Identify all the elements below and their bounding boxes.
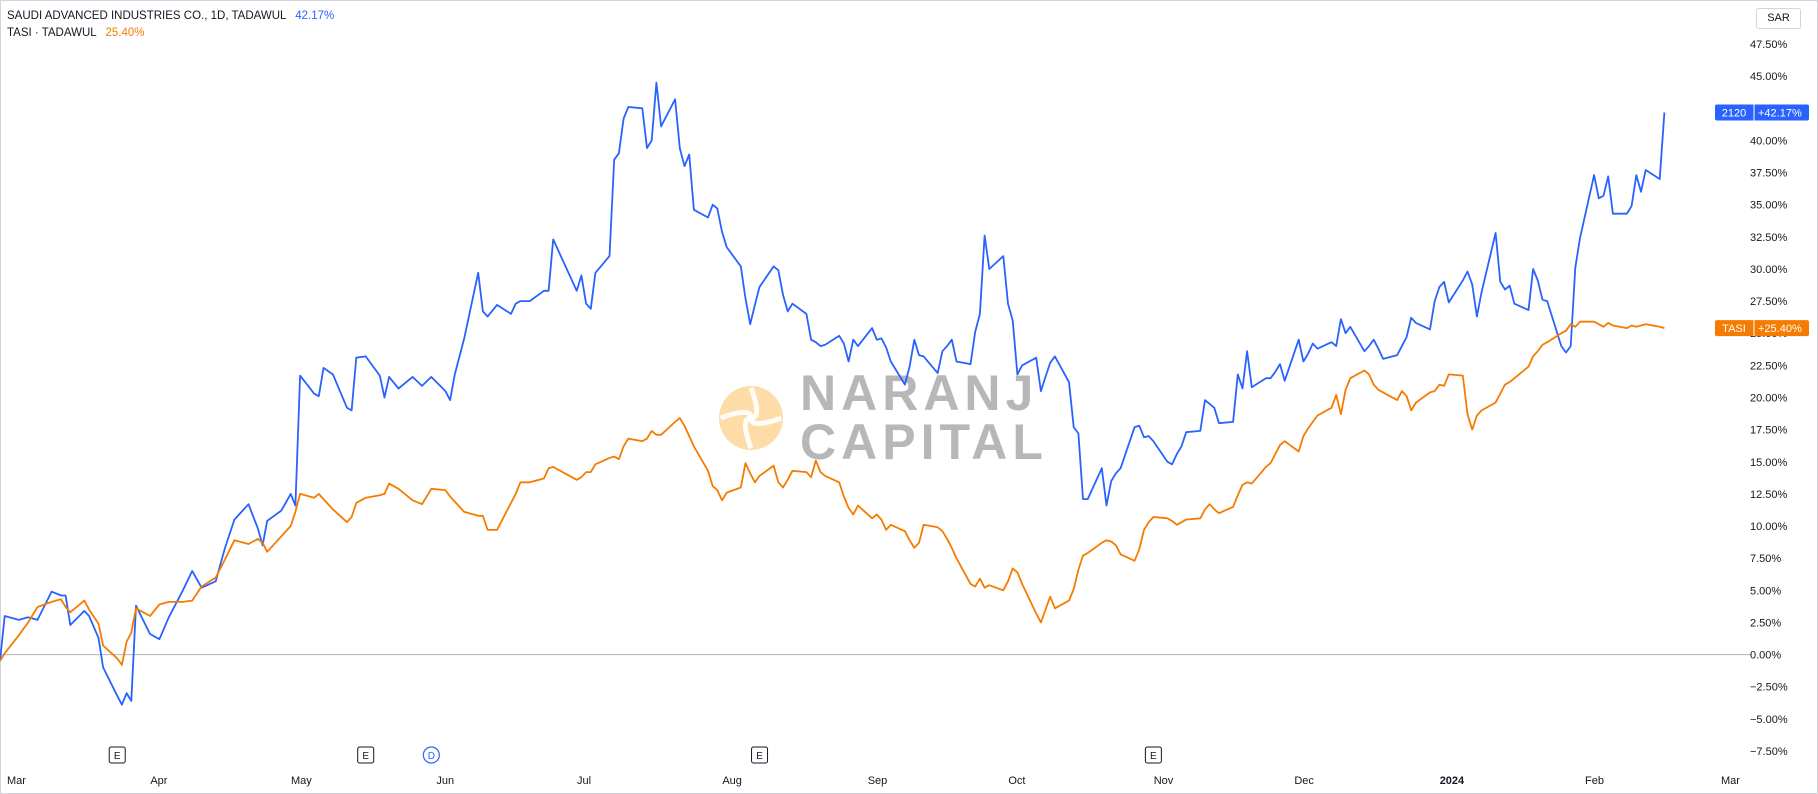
- dividend-marker-label: D: [428, 751, 435, 762]
- y-tick-label: 32.50%: [1750, 232, 1788, 244]
- y-tick-label: −5.00%: [1750, 714, 1788, 726]
- watermark: NARANJ CAPITAL: [719, 365, 1048, 470]
- series-line-saudi-advanced: [0, 81, 1666, 706]
- price-tag-2120-symbol: 2120: [1722, 108, 1746, 120]
- x-tick-label: Jun: [436, 775, 454, 787]
- y-tick-label: 35.00%: [1750, 200, 1788, 212]
- legend-row-series-a[interactable]: SAUDI ADVANCED INDUSTRIES CO., 1D, TADAW…: [7, 8, 334, 25]
- x-tick-label: Mar: [1721, 775, 1740, 787]
- x-tick-label: Jul: [577, 775, 591, 787]
- earnings-marker[interactable]: E: [108, 746, 126, 764]
- x-tick-label: 2024: [1440, 775, 1465, 787]
- price-tag-tasi: TASI +25.40%: [1715, 320, 1809, 337]
- legend-series-b-value: 25.40%: [105, 27, 145, 39]
- series-lines: [0, 81, 1666, 706]
- y-tick-label: 30.00%: [1750, 264, 1788, 276]
- legend-series-b-name: TASI · TADAWUL: [7, 27, 97, 39]
- y-tick-label: 5.00%: [1750, 585, 1781, 597]
- watermark-line-1: NARANJ: [800, 365, 1038, 421]
- y-tick-label: 15.00%: [1750, 457, 1788, 469]
- price-tag-tasi-value: +25.40%: [1758, 323, 1802, 335]
- price-tag-tasi-bg: [1715, 320, 1809, 337]
- price-tag-2120: 2120 +42.17%: [1715, 104, 1809, 121]
- dividend-marker-circle: [422, 746, 440, 764]
- x-tick-label: Feb: [1585, 775, 1604, 787]
- y-tick-label: 0.00%: [1750, 650, 1781, 662]
- earnings-marker[interactable]: E: [751, 746, 769, 764]
- earnings-marker-box: [751, 746, 769, 764]
- dividend-marker[interactable]: D: [422, 746, 440, 764]
- earnings-marker[interactable]: E: [357, 746, 375, 764]
- y-axis[interactable]: 47.50%45.00%42.50%40.00%37.50%35.00%32.5…: [1750, 39, 1788, 758]
- y-tick-label: 12.50%: [1750, 489, 1788, 501]
- earnings-marker-label: E: [362, 751, 369, 762]
- x-tick-label: Dec: [1294, 775, 1314, 787]
- price-tag-2120-value: +42.17%: [1758, 108, 1802, 120]
- price-tag-2120-bg: [1715, 104, 1809, 121]
- currency-button[interactable]: SAR: [1756, 8, 1801, 29]
- earnings-marker-label: E: [114, 751, 121, 762]
- earnings-marker-label: E: [756, 751, 763, 762]
- sun-swirl-logo-icon: [719, 386, 783, 450]
- y-tick-label: −2.50%: [1750, 682, 1788, 694]
- x-tick-label: Mar: [7, 775, 26, 787]
- earnings-marker-box: [357, 746, 375, 764]
- y-tick-label: 40.00%: [1750, 135, 1788, 147]
- logo-swirl: [719, 409, 754, 421]
- watermark-line-2: CAPITAL: [800, 414, 1048, 470]
- y-tick-label: 47.50%: [1750, 39, 1788, 51]
- earnings-marker[interactable]: E: [1144, 746, 1162, 764]
- x-tick-label: May: [291, 775, 312, 787]
- series-line-tasi: [0, 320, 1665, 666]
- y-tick-label: 22.50%: [1750, 360, 1788, 372]
- x-axis[interactable]: Mar Apr May Jun Jul Aug Sep Oct Nov Dec 2024 Feb Mar: [7, 775, 1740, 787]
- x-tick-label: Aug: [722, 775, 742, 787]
- legend-series-a-name: SAUDI ADVANCED INDUSTRIES CO., 1D, TADAW…: [7, 10, 287, 22]
- y-tick-label: 17.50%: [1750, 425, 1788, 437]
- y-tick-label: −7.50%: [1750, 746, 1788, 758]
- y-tick-label: 20.00%: [1750, 393, 1788, 405]
- x-tick-label: Oct: [1008, 775, 1025, 787]
- earnings-marker-box: [108, 746, 126, 764]
- logo-swirl: [742, 415, 754, 450]
- x-tick-label: Sep: [868, 775, 888, 787]
- earnings-marker-label: E: [1150, 751, 1157, 762]
- price-tags: 2120 +42.17% TASI +25.40%: [1715, 104, 1809, 337]
- y-tick-label: 2.50%: [1750, 617, 1781, 629]
- legend-row-series-b[interactable]: TASI · TADAWUL 25.40%: [7, 25, 334, 42]
- legend-series-a-value: 42.17%: [295, 10, 335, 22]
- x-tick-label: Apr: [150, 775, 167, 787]
- y-tick-label: 37.50%: [1750, 168, 1788, 180]
- y-tick-label: 7.50%: [1750, 553, 1781, 565]
- y-tick-label: 27.50%: [1750, 296, 1788, 308]
- y-tick-label: 10.00%: [1750, 521, 1788, 533]
- x-tick-label: Nov: [1154, 775, 1174, 787]
- price-tag-tasi-symbol: TASI: [1722, 323, 1746, 335]
- earnings-marker-box: [1144, 746, 1162, 764]
- y-tick-label: 45.00%: [1750, 71, 1788, 83]
- logo-swirl: [748, 386, 760, 421]
- legend: SAUDI ADVANCED INDUSTRIES CO., 1D, TADAW…: [7, 8, 334, 42]
